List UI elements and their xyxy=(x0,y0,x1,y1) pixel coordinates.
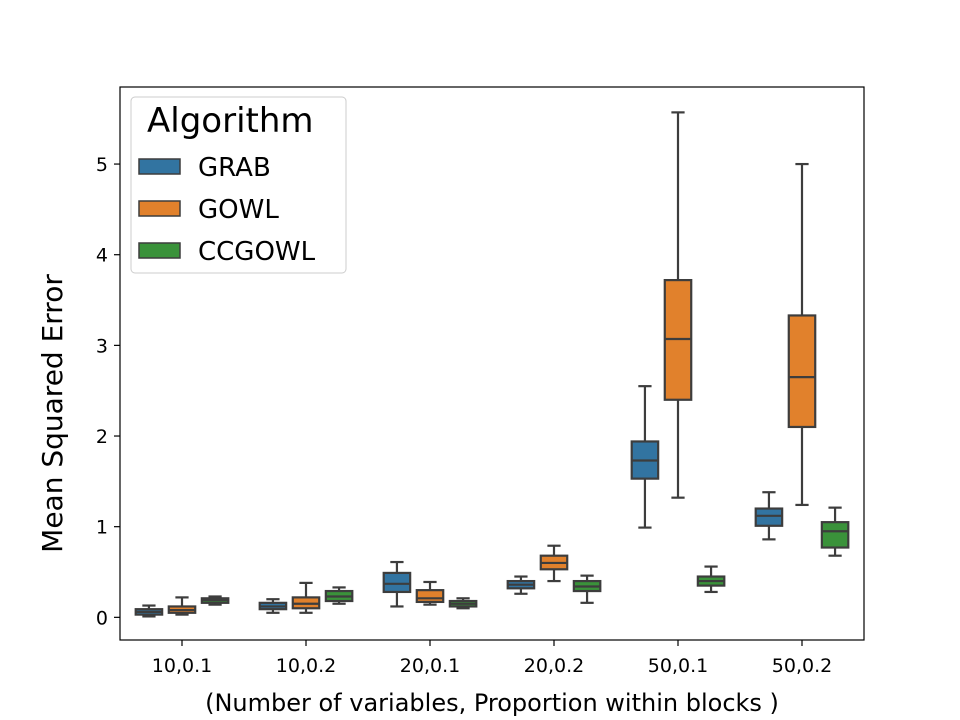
y-tick-label: 2 xyxy=(96,426,108,448)
legend-swatch-ccgowl xyxy=(138,242,181,259)
x-tick-label: 20,0.1 xyxy=(400,655,460,677)
legend-swatch-gowl xyxy=(138,200,181,217)
x-tick-label: 20,0.2 xyxy=(524,655,584,677)
iqr-box xyxy=(382,571,412,594)
legend-frame xyxy=(130,96,347,274)
box-gowl-5 xyxy=(787,162,817,507)
box-ccgowl-5 xyxy=(820,506,850,557)
x-tick-label: 10,0.1 xyxy=(152,655,212,677)
iqr-box xyxy=(754,507,784,527)
box-grab-0 xyxy=(134,604,164,618)
box-gowl-2 xyxy=(415,580,445,606)
box-gowl-0 xyxy=(167,596,197,616)
box-gowl-4 xyxy=(663,111,693,499)
box-grab-4 xyxy=(630,385,660,529)
x-axis-title: (Number of variables, Proportion within … xyxy=(205,689,779,717)
box-grab-5 xyxy=(754,491,784,541)
legend-title: Algorithm xyxy=(147,101,314,141)
box-gowl-1 xyxy=(291,581,321,614)
y-tick-label: 5 xyxy=(96,154,108,176)
box-ccgowl-1 xyxy=(324,586,354,605)
iqr-box xyxy=(787,314,817,429)
legend-items: GRAB GOWL CCGOWL xyxy=(138,153,316,267)
box-ccgowl-3 xyxy=(572,574,602,604)
boxes-layer xyxy=(134,111,850,618)
ticks-layer: 0 1 2 3 4 5 10,0.1 10,0.2 20,0.1 20,0.2 50,0.1 50,0… xyxy=(96,154,832,677)
box-ccgowl-2 xyxy=(448,597,478,610)
y-axis-title: Mean Squared Error xyxy=(36,274,69,553)
x-tick-label: 50,0.2 xyxy=(772,655,832,677)
box-ccgowl-0 xyxy=(200,595,230,606)
box-grab-3 xyxy=(506,575,536,595)
plot-frame xyxy=(119,86,865,641)
x-tick-label: 50,0.1 xyxy=(648,655,708,677)
iqr-box xyxy=(415,589,445,604)
box-grab-1 xyxy=(258,598,288,614)
y-tick-label: 4 xyxy=(96,245,108,267)
legend-label-ccgowl: CCGOWL xyxy=(198,237,316,267)
y-tick-label: 0 xyxy=(96,607,108,629)
x-tick-label: 10,0.2 xyxy=(276,655,336,677)
legend-label-grab: GRAB xyxy=(198,153,271,183)
y-tick-label: 3 xyxy=(96,335,108,357)
legend: Algorithm GRAB GOWL CCGOWL xyxy=(130,96,347,274)
box-ccgowl-4 xyxy=(696,565,726,594)
y-tick-label: 1 xyxy=(96,517,108,539)
legend-label-gowl: GOWL xyxy=(198,195,279,225)
box-gowl-3 xyxy=(539,544,569,583)
iqr-box xyxy=(820,521,850,549)
legend-swatch-grab xyxy=(138,158,181,175)
box-grab-2 xyxy=(382,560,412,608)
